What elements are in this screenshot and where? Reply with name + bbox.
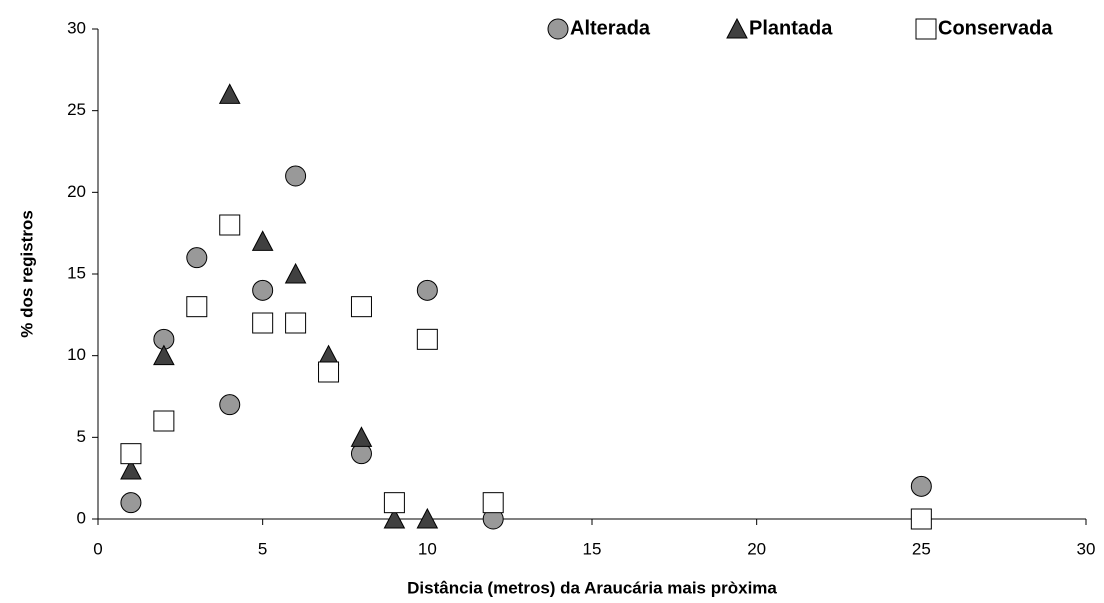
x-tick-label: 30 [1077, 539, 1096, 558]
y-tick-label: 5 [77, 427, 86, 446]
point [910, 508, 932, 530]
point [219, 214, 241, 236]
point [120, 492, 142, 514]
y-tick-label: 30 [67, 18, 86, 37]
point [482, 492, 504, 514]
point [318, 361, 340, 383]
legend-marker [547, 18, 569, 40]
x-tick-label: 10 [418, 539, 437, 558]
point [416, 328, 438, 350]
point [285, 165, 307, 187]
legend-marker [915, 18, 937, 40]
point [416, 507, 439, 529]
legend-marker [726, 17, 748, 39]
x-axis-title: Distância (metros) da Araucária mais prò… [407, 578, 777, 597]
point [251, 230, 274, 251]
point [416, 279, 438, 301]
point [383, 492, 405, 514]
point [186, 296, 208, 318]
point [383, 507, 406, 529]
point [186, 247, 208, 269]
y-tick-label: 0 [77, 508, 86, 527]
x-tick-label: 15 [583, 539, 602, 558]
x-tick-label: 0 [93, 539, 102, 558]
point [120, 443, 142, 465]
y-tick-label: 20 [67, 182, 86, 201]
point [910, 475, 932, 497]
legend-label: Conservada [938, 17, 1053, 39]
x-tick-label: 25 [912, 539, 931, 558]
point [153, 410, 175, 432]
y-axis-title: % dos registros [17, 210, 36, 338]
point [120, 458, 142, 480]
y-tick-label: 10 [67, 345, 86, 364]
legend-label: Alterada [570, 17, 651, 39]
point [350, 426, 373, 447]
point [350, 296, 372, 318]
point [252, 312, 274, 334]
point [153, 344, 175, 366]
point [219, 394, 241, 416]
y-tick-label: 25 [67, 100, 86, 119]
point [285, 312, 307, 334]
x-tick-label: 20 [747, 539, 766, 558]
y-tick-label: 15 [67, 263, 86, 282]
point [284, 262, 307, 284]
point [252, 279, 274, 301]
point [218, 83, 241, 104]
x-tick-label: 5 [258, 539, 267, 558]
legend-label: Plantada [749, 17, 833, 39]
